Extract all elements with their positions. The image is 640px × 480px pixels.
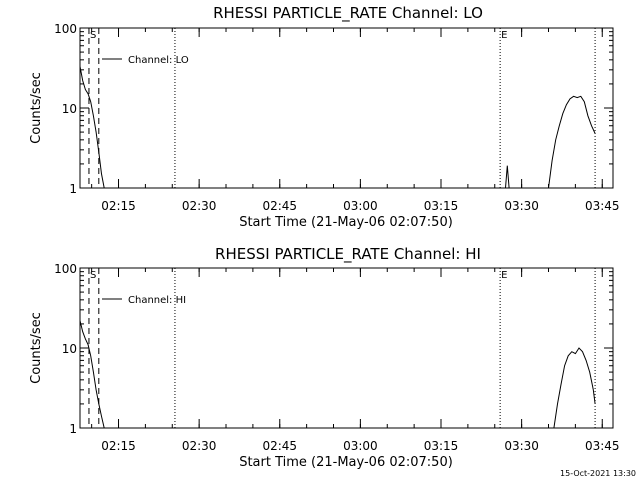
x-tick-label: 02:15 [101,439,136,453]
y-tick-label: 100 [54,22,77,36]
plot-frame [79,267,614,429]
y-tick-label: 100 [54,262,77,276]
panel-lo: RHESSI PARTICLE_RATE Channel: LO Counts/… [29,4,620,230]
x-tick-label: 02:30 [182,199,217,213]
marker-label: E [501,270,507,281]
x-tick-label: 03:00 [343,439,378,453]
x-tick-label: 02:30 [182,439,217,453]
y-axis-label: Counts/sec [29,312,44,384]
chart-title: RHESSI PARTICLE_RATE Channel: HI [215,245,481,264]
axis-ticks: 02:15 02:30 02:45 03:00 03:15 03:30 03:45 1 10 10… [54,22,619,213]
x-tick-label: 03:00 [343,199,378,213]
x-tick-label: 03:30 [504,199,539,213]
series-line [79,320,105,429]
x-tick-label: 03:45 [585,199,620,213]
axis-ticks: 02:15 02:30 02:45 03:00 03:15 03:30 03:45 1 10 10… [54,262,619,453]
x-tick-label: 03:30 [504,439,539,453]
legend: Channel: LO [102,55,189,66]
series-line [79,66,105,189]
data-series [79,320,596,429]
x-tick-label: 03:15 [424,439,459,453]
legend-label: Channel: HI [128,295,186,306]
y-tick-label: 10 [62,102,77,116]
marker-label: E [501,30,507,41]
y-tick-label: 10 [62,342,77,356]
legend: Channel: HI [102,295,186,306]
plot-frame [79,27,614,189]
x-tick-label: 03:45 [585,439,620,453]
y-axis-label: Counts/sec [29,72,44,144]
legend-label: Channel: LO [128,55,189,66]
marker-label: S [90,30,96,41]
marker-label: S [90,270,96,281]
panel-hi: RHESSI PARTICLE_RATE Channel: HI Counts/… [29,245,620,470]
x-tick-label: 03:15 [424,199,459,213]
x-axis-label: Start Time (21-May-06 02:07:50) [239,215,453,230]
chart-title: RHESSI PARTICLE_RATE Channel: LO [213,4,483,23]
x-tick-label: 02:45 [262,439,297,453]
x-axis-label: Start Time (21-May-06 02:07:50) [239,455,453,470]
series-line [553,347,596,429]
series-line [548,95,596,189]
x-tick-label: 02:45 [262,199,297,213]
footer-timestamp: 15-Oct-2021 13:30 [560,469,636,478]
x-tick-label: 02:15 [101,199,136,213]
y-tick-label: 1 [69,422,77,436]
data-series [79,66,596,189]
y-tick-label: 1 [69,182,77,196]
series-line [505,165,510,189]
